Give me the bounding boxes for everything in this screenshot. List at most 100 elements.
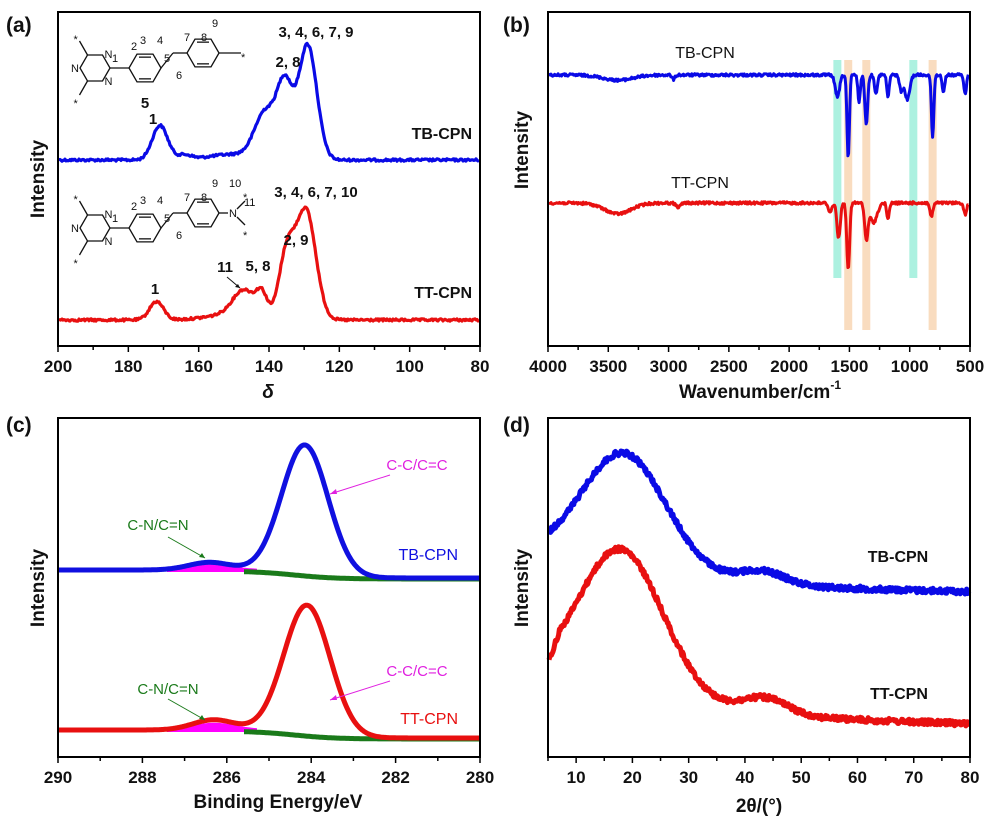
- series-line-tb-cpn: [57, 442, 481, 581]
- series-label-tb-cpn: TB-CPN: [675, 45, 735, 62]
- atom-number: 9: [212, 178, 218, 190]
- series-label-tt-cpn: TT-CPN: [671, 175, 729, 192]
- bond: [78, 40, 89, 56]
- panel-b-tick-label: 1500: [831, 357, 869, 376]
- panel-c-tick-label: 280: [466, 768, 494, 787]
- panel-b-x-axis: 4000 3500 3000 2500 2000 1500 1000 500: [529, 346, 984, 376]
- panel-b-tick-label: 4000: [529, 357, 567, 376]
- bond: [236, 200, 246, 210]
- panel-label-c: (c): [6, 414, 32, 437]
- atom-number: 7: [184, 32, 190, 44]
- atom-number: 8: [201, 32, 207, 44]
- peak-label: 3, 4, 6, 7, 9: [278, 24, 353, 41]
- panel-d-frame: [547, 417, 971, 758]
- panel-d-series: TB-CPN TT-CPN: [546, 448, 972, 729]
- star-label: *: [74, 258, 79, 270]
- panel-a-tick-label: 80: [471, 357, 490, 376]
- panel-d-xrd: (d) TB-CPN TT-CPN 10 20 30 40 50 60 70 80 2θ/(°)…: [503, 414, 979, 817]
- panel-d-y-title: Intensity: [512, 549, 533, 628]
- triazine-ring: [79, 214, 111, 242]
- atom-label: N: [229, 208, 237, 220]
- atom-label: N: [71, 63, 79, 75]
- panel-a-tick-label: 140: [255, 357, 283, 376]
- panel-d-tick-label: 20: [623, 768, 642, 787]
- series-line-tt-cpn: [57, 205, 480, 323]
- atom-number: 11: [244, 197, 255, 209]
- component-arrowhead: [199, 553, 205, 558]
- panel-c-x-title: Binding Energy/eV: [194, 792, 363, 813]
- panel-c-tick-label: 282: [381, 768, 409, 787]
- atom-number: 6: [176, 230, 182, 242]
- panel-b-highlight-bands: [833, 60, 937, 330]
- panel-b-tick-label: 3500: [589, 357, 627, 376]
- atom-label: N: [105, 236, 113, 248]
- series-label-tb-cpn: TB-CPN: [398, 547, 458, 564]
- panel-a-tick-label: 100: [395, 357, 423, 376]
- panel-d-tick-label: 70: [904, 768, 923, 787]
- panel-a-x-axis: 200 180 160 140 120 100 80: [44, 346, 490, 376]
- highlight-band: [928, 60, 937, 330]
- atom-number: 5: [164, 213, 170, 225]
- series-line-tt-cpn: [57, 602, 481, 741]
- panel-d-tick-label: 80: [961, 768, 980, 787]
- panel-b-tick-label: 1000: [891, 357, 929, 376]
- bond: [160, 212, 174, 229]
- panel-c-x-axis: 290 288 286 284 282 280: [44, 757, 494, 787]
- component-arrow-cn: [167, 698, 206, 721]
- benzene-ring: [186, 198, 220, 228]
- component-arrow-cn: [167, 536, 206, 559]
- panel-d-x-axis: 10 20 30 40 50 60 70 80: [547, 757, 980, 787]
- benzene-ring: [128, 53, 162, 83]
- highlight-band: [844, 60, 853, 330]
- component-label-cc: C-C/C=C: [386, 457, 447, 474]
- panel-b-tick-label: 2000: [770, 357, 808, 376]
- panel-d-tick-label: 50: [792, 768, 811, 787]
- peak-label-arrowhead: [235, 284, 240, 288]
- series-label-tb-cpn: TB-CPN: [868, 549, 928, 566]
- panel-a-tick-label: 180: [114, 357, 142, 376]
- series-label-tt-cpn: TT-CPN: [414, 285, 472, 302]
- component-label-cn: C-N/C=N: [137, 681, 198, 698]
- panel-c-tick-label: 290: [44, 768, 72, 787]
- atom-number: 10: [229, 178, 241, 190]
- panel-a-x-title: δ: [262, 382, 274, 403]
- panel-c-y-title: Intensity: [28, 549, 49, 628]
- series-line-tb-cpn: [547, 448, 972, 597]
- atom-number: 7: [184, 192, 190, 204]
- panel-d-tick-label: 40: [735, 768, 754, 787]
- series-line-tt-cpn: [548, 200, 970, 269]
- star-label: *: [74, 194, 79, 206]
- peak-label: 5, 8: [245, 258, 270, 275]
- highlight-band: [862, 60, 871, 330]
- panel-d-tick-label: 60: [848, 768, 867, 787]
- peak-label: 1: [149, 111, 157, 128]
- panel-b-x-title-text: Wavenumber/cm: [679, 382, 830, 403]
- benzene-ring: [128, 213, 162, 243]
- panel-b-ftir: (b) TB-CPN TT-CPN 4000 3500 3000 2500 2000 150…: [503, 11, 984, 403]
- peak-label: 5: [141, 95, 149, 112]
- benzene-ring: [186, 38, 220, 68]
- panel-d-x-title: 2θ/(°): [736, 796, 782, 817]
- panel-c-xps: (c) C-C/C=C C-N/C=N TB-CPN C-C/C=C C-N/C=N TT…: [6, 414, 494, 813]
- bond: [78, 80, 89, 96]
- star-label: *: [243, 192, 248, 204]
- panel-label-d: (d): [503, 414, 530, 437]
- panel-b-tick-label: 3000: [650, 357, 688, 376]
- bond: [78, 200, 89, 216]
- atom-number: 2: [131, 201, 137, 213]
- atom-number: 8: [201, 192, 207, 204]
- bond: [160, 52, 174, 69]
- panel-b-x-title-superscript: -1: [830, 378, 841, 392]
- component-arrowhead: [330, 489, 337, 494]
- atom-number: 4: [157, 35, 163, 47]
- peak-label: 11: [217, 259, 233, 276]
- atom-number: 6: [176, 70, 182, 82]
- peak-label: 2, 9: [283, 232, 308, 249]
- atom-label: N: [71, 223, 79, 235]
- atom-number: 2: [131, 41, 137, 53]
- panel-a-y-title: Intensity: [28, 140, 49, 219]
